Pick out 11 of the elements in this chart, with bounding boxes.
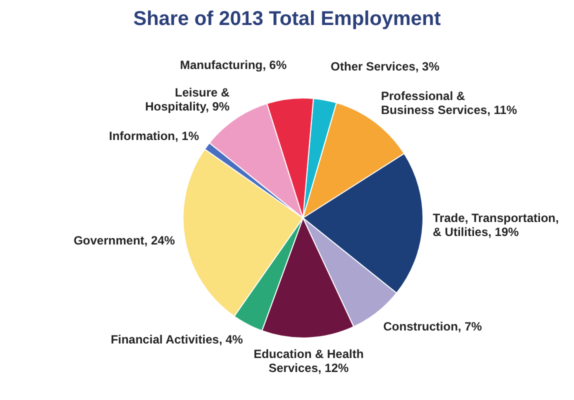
chart-title: Share of 2013 Total Employment	[132, 8, 442, 31]
slice-label: Manufacturing, 6%	[180, 58, 287, 72]
slice-label: Government, 24%	[74, 234, 176, 248]
slice-label: Other Services, 3%	[330, 60, 440, 74]
slice-label: Information, 1%	[108, 128, 200, 143]
slice-label: Education & Health Services, 12%	[254, 346, 364, 375]
slice-label: Financial Activities, 4%	[110, 332, 244, 346]
slice-label: Professional & Business Services, 11%	[381, 89, 518, 118]
slice-label: Construction, 7%	[383, 319, 482, 334]
slice-label: Leisure & Hospitality, 9%	[145, 86, 230, 114]
slice-label: Trade, Transportation, & Utilities, 19%	[432, 211, 559, 240]
